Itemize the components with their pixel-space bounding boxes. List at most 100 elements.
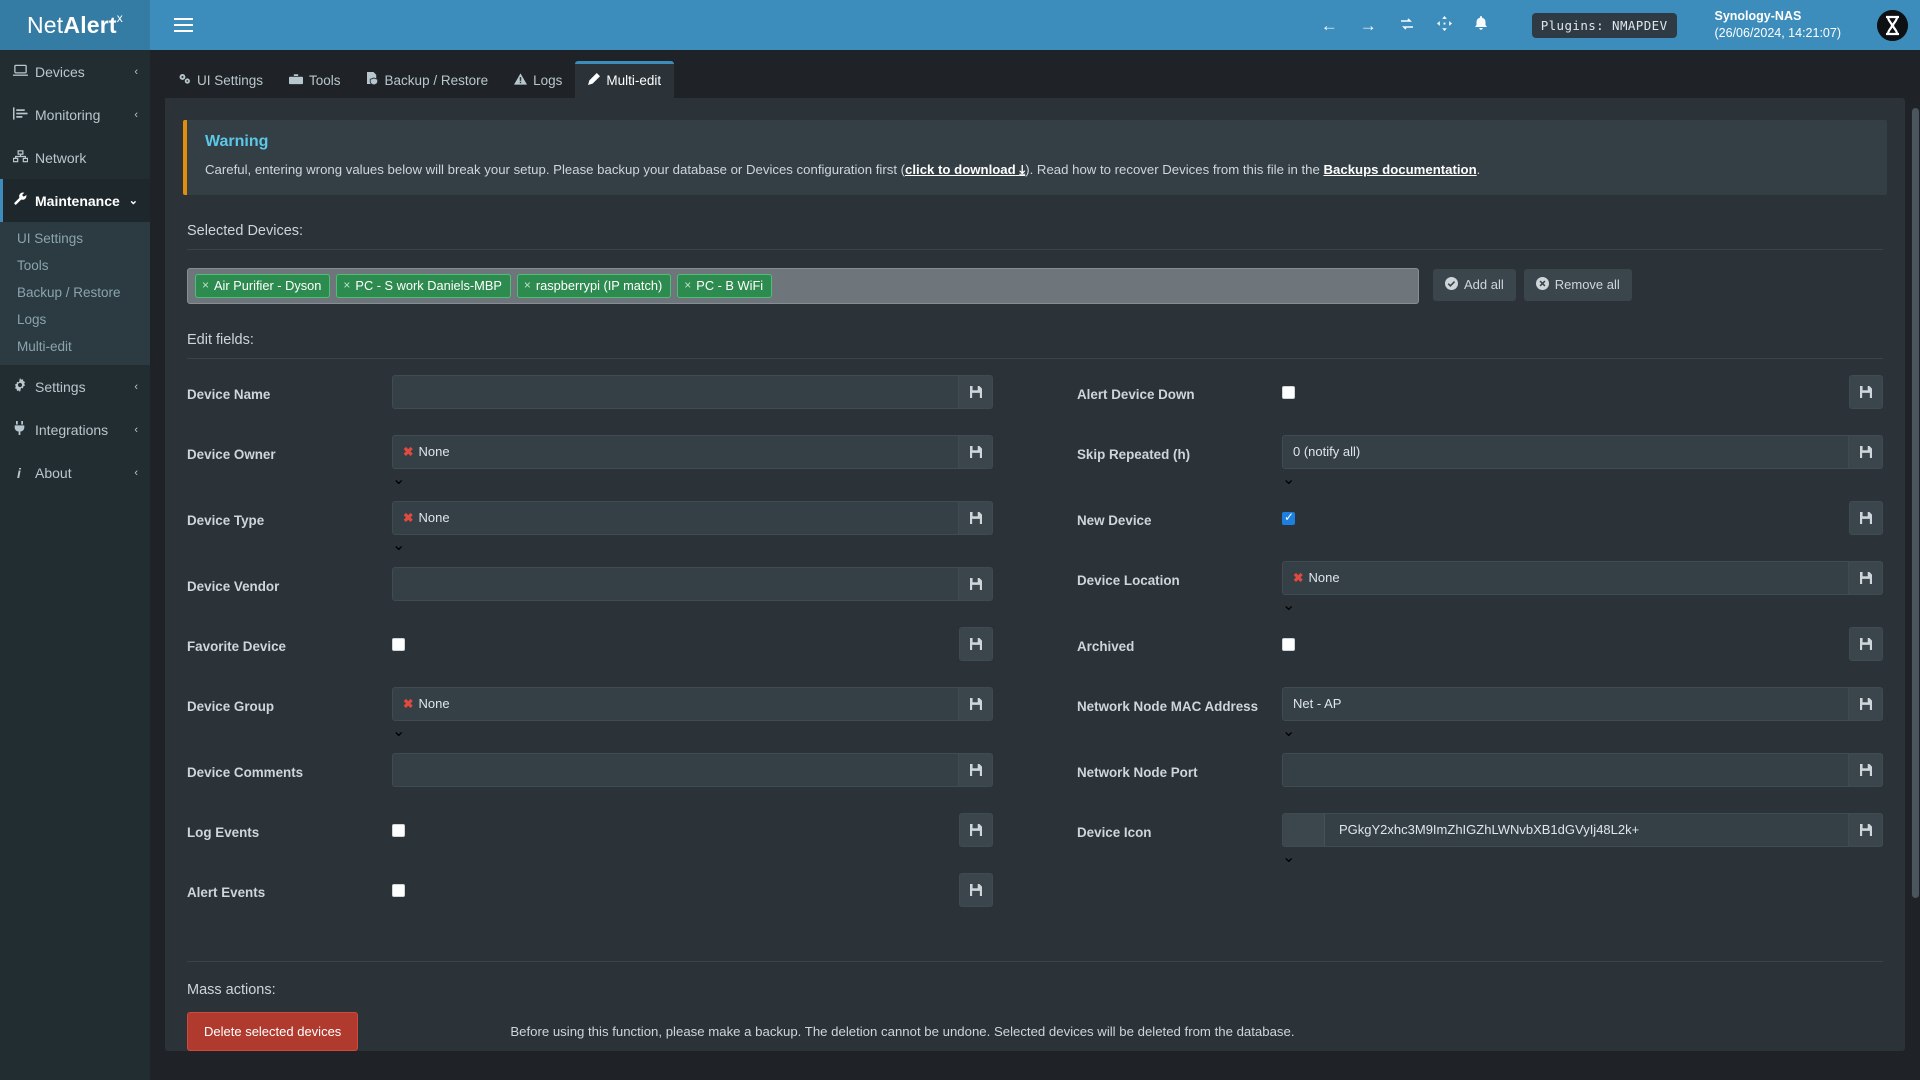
save-new-device-button[interactable] <box>1849 500 1883 535</box>
plugins-badge[interactable]: Plugins: NMAPDEV <box>1531 12 1677 38</box>
save-device-vendor-button[interactable] <box>959 566 993 601</box>
field-label: Device Owner <box>187 446 276 462</box>
field-label: Device Comments <box>187 764 304 780</box>
save-alert-events-button[interactable] <box>959 872 993 907</box>
archived-checkbox[interactable] <box>1282 637 1295 651</box>
host-info[interactable]: Synology-NAS (26/06/2024, 14:21:07) <box>1715 8 1842 42</box>
gears-icon <box>178 73 191 88</box>
sidebar-submenu-maintenance: UI Settings Tools Backup / Restore Logs … <box>0 222 150 365</box>
sidebar-item-settings[interactable]: Settings ‹ <box>0 365 150 408</box>
device-comments-input[interactable] <box>392 752 959 787</box>
device-name-input[interactable] <box>392 374 959 409</box>
sidebar-item-about[interactable]: i About ‹ <box>0 451 150 494</box>
alert-events-checkbox[interactable] <box>392 883 405 897</box>
pencil-icon <box>588 73 601 88</box>
sidebar-subitem-logs[interactable]: Logs <box>17 312 47 327</box>
sidebar-subitem-ui-settings[interactable]: UI Settings <box>17 231 84 246</box>
sidebar-item-integrations[interactable]: Integrations ‹ <box>0 408 150 451</box>
field-control: ✖ None ⌄ <box>392 434 993 489</box>
field-row-log-events: Log Events <box>187 812 993 861</box>
save-device-location-button[interactable] <box>1849 560 1883 595</box>
save-device-icon-button[interactable] <box>1849 812 1883 847</box>
log-events-checkbox[interactable] <box>392 823 405 837</box>
remove-all-button[interactable]: Remove all <box>1523 268 1632 301</box>
forward-arrow-icon[interactable]: → <box>1359 15 1377 35</box>
save-favorite-device-button[interactable] <box>959 626 993 661</box>
tab-ui-settings[interactable]: UI Settings <box>165 61 276 98</box>
scrollbar-thumb[interactable] <box>1912 108 1919 898</box>
save-skip-repeated-button[interactable] <box>1849 434 1883 469</box>
tab-multi-edit[interactable]: Multi-edit <box>575 61 675 98</box>
network-node-mac-select[interactable]: Net - AP <box>1282 686 1849 721</box>
close-icon[interactable]: × <box>343 278 351 293</box>
multi-edit-panel: Warning Careful, entering wrong values b… <box>165 98 1905 1051</box>
download-backup-link[interactable]: click to download ⤓ <box>905 162 1025 177</box>
save-alert-device-down-button[interactable] <box>1849 374 1883 409</box>
save-device-name-button[interactable] <box>959 374 993 409</box>
field-control <box>392 566 993 601</box>
sidebar-item-maintenance[interactable]: Maintenance ⌄ <box>0 179 150 222</box>
sidebar-subitem-backup-restore[interactable]: Backup / Restore <box>17 285 121 300</box>
sidebar-item-label: Network <box>35 149 87 166</box>
field-control: ✖ None ⌄ <box>1282 560 1883 615</box>
save-network-node-port-button[interactable] <box>1849 752 1883 787</box>
close-icon[interactable]: × <box>684 278 692 293</box>
body-wrapper: Devices ‹ Monitoring ‹ Network Maintenan… <box>0 50 1920 1080</box>
save-log-events-button[interactable] <box>959 812 993 847</box>
device-chip[interactable]: × PC - S work Daniels-MBP <box>336 273 511 298</box>
device-group-select[interactable]: ✖ None <box>392 686 959 721</box>
device-chips-container[interactable]: × Air Purifier - Dyson × PC - S work Danie… <box>187 267 1419 304</box>
device-chip[interactable]: × PC - B WiFi <box>677 273 773 298</box>
close-icon[interactable]: × <box>202 278 210 293</box>
bell-icon[interactable] <box>1474 15 1488 35</box>
sidebar-subitem-tools[interactable]: Tools <box>17 258 49 273</box>
device-chip[interactable]: × Air Purifier - Dyson <box>195 273 331 298</box>
content-inner: UI Settings Tools Backup / Restore <box>150 50 1920 1080</box>
device-location-select[interactable]: ✖ None <box>1282 560 1849 595</box>
remove-all-label: Remove all <box>1554 277 1620 293</box>
plug-icon <box>13 421 35 438</box>
alert-device-down-checkbox[interactable] <box>1282 385 1295 399</box>
tab-label: UI Settings <box>197 73 264 88</box>
save-device-comments-button[interactable] <box>959 752 993 787</box>
new-device-checkbox[interactable] <box>1282 510 1295 525</box>
avatar[interactable] <box>1877 9 1908 41</box>
hostname-label: Synology-NAS <box>1714 9 1802 24</box>
favorite-device-checkbox[interactable] <box>392 637 405 651</box>
tab-tools[interactable]: Tools <box>276 61 354 98</box>
vertical-scrollbar[interactable] <box>1911 50 1920 1080</box>
warning-text-part3: . <box>1476 162 1481 177</box>
device-chip[interactable]: × raspberrypi (IP match) <box>516 273 672 298</box>
skip-repeated-select[interactable]: 0 (notify all) <box>1282 434 1849 469</box>
device-owner-select[interactable]: ✖ None <box>392 434 959 469</box>
sidebar-toggle-button[interactable] <box>162 0 204 50</box>
sidebar-item-devices[interactable]: Devices ‹ <box>0 50 150 93</box>
chevron-left-icon: ‹ <box>134 380 138 393</box>
device-icon-select[interactable]: PGkgY2xhc3M9ImZhIGZhLWNvbXB1dGVyIj48L2k+ <box>1282 812 1849 847</box>
sidebar-subitem-multi-edit[interactable]: Multi-edit <box>17 339 72 354</box>
save-archived-button[interactable] <box>1849 626 1883 661</box>
delete-selected-devices-button[interactable]: Delete selected devices <box>187 1011 359 1051</box>
device-type-select[interactable]: ✖ None <box>392 500 959 535</box>
move-icon[interactable] <box>1436 16 1452 34</box>
download-icon: ⤓ <box>1019 162 1026 177</box>
network-node-mac-value: Net - AP <box>1293 696 1342 712</box>
close-icon[interactable]: × <box>523 278 531 293</box>
app-logo[interactable]: Net Alert x <box>0 0 150 50</box>
save-device-group-button[interactable] <box>959 686 993 721</box>
refresh-icon[interactable] <box>1399 16 1415 35</box>
back-arrow-icon[interactable]: ← <box>1320 15 1338 35</box>
backups-documentation-link[interactable]: Backups documentation <box>1323 162 1477 177</box>
field-row-favorite-device: Favorite Device <box>187 626 993 675</box>
device-icon-preview <box>1283 813 1325 846</box>
save-network-node-mac-button[interactable] <box>1849 686 1883 721</box>
device-vendor-input[interactable] <box>392 566 959 601</box>
network-node-port-input[interactable] <box>1282 752 1849 787</box>
sidebar-item-monitoring[interactable]: Monitoring ‹ <box>0 93 150 136</box>
save-device-owner-button[interactable] <box>959 434 993 469</box>
tab-backup-restore[interactable]: Backup / Restore <box>354 60 502 98</box>
add-all-button[interactable]: Add all <box>1433 268 1516 301</box>
save-device-type-button[interactable] <box>959 500 993 535</box>
tab-logs[interactable]: Logs <box>501 61 575 98</box>
sidebar-item-network[interactable]: Network <box>0 136 150 179</box>
